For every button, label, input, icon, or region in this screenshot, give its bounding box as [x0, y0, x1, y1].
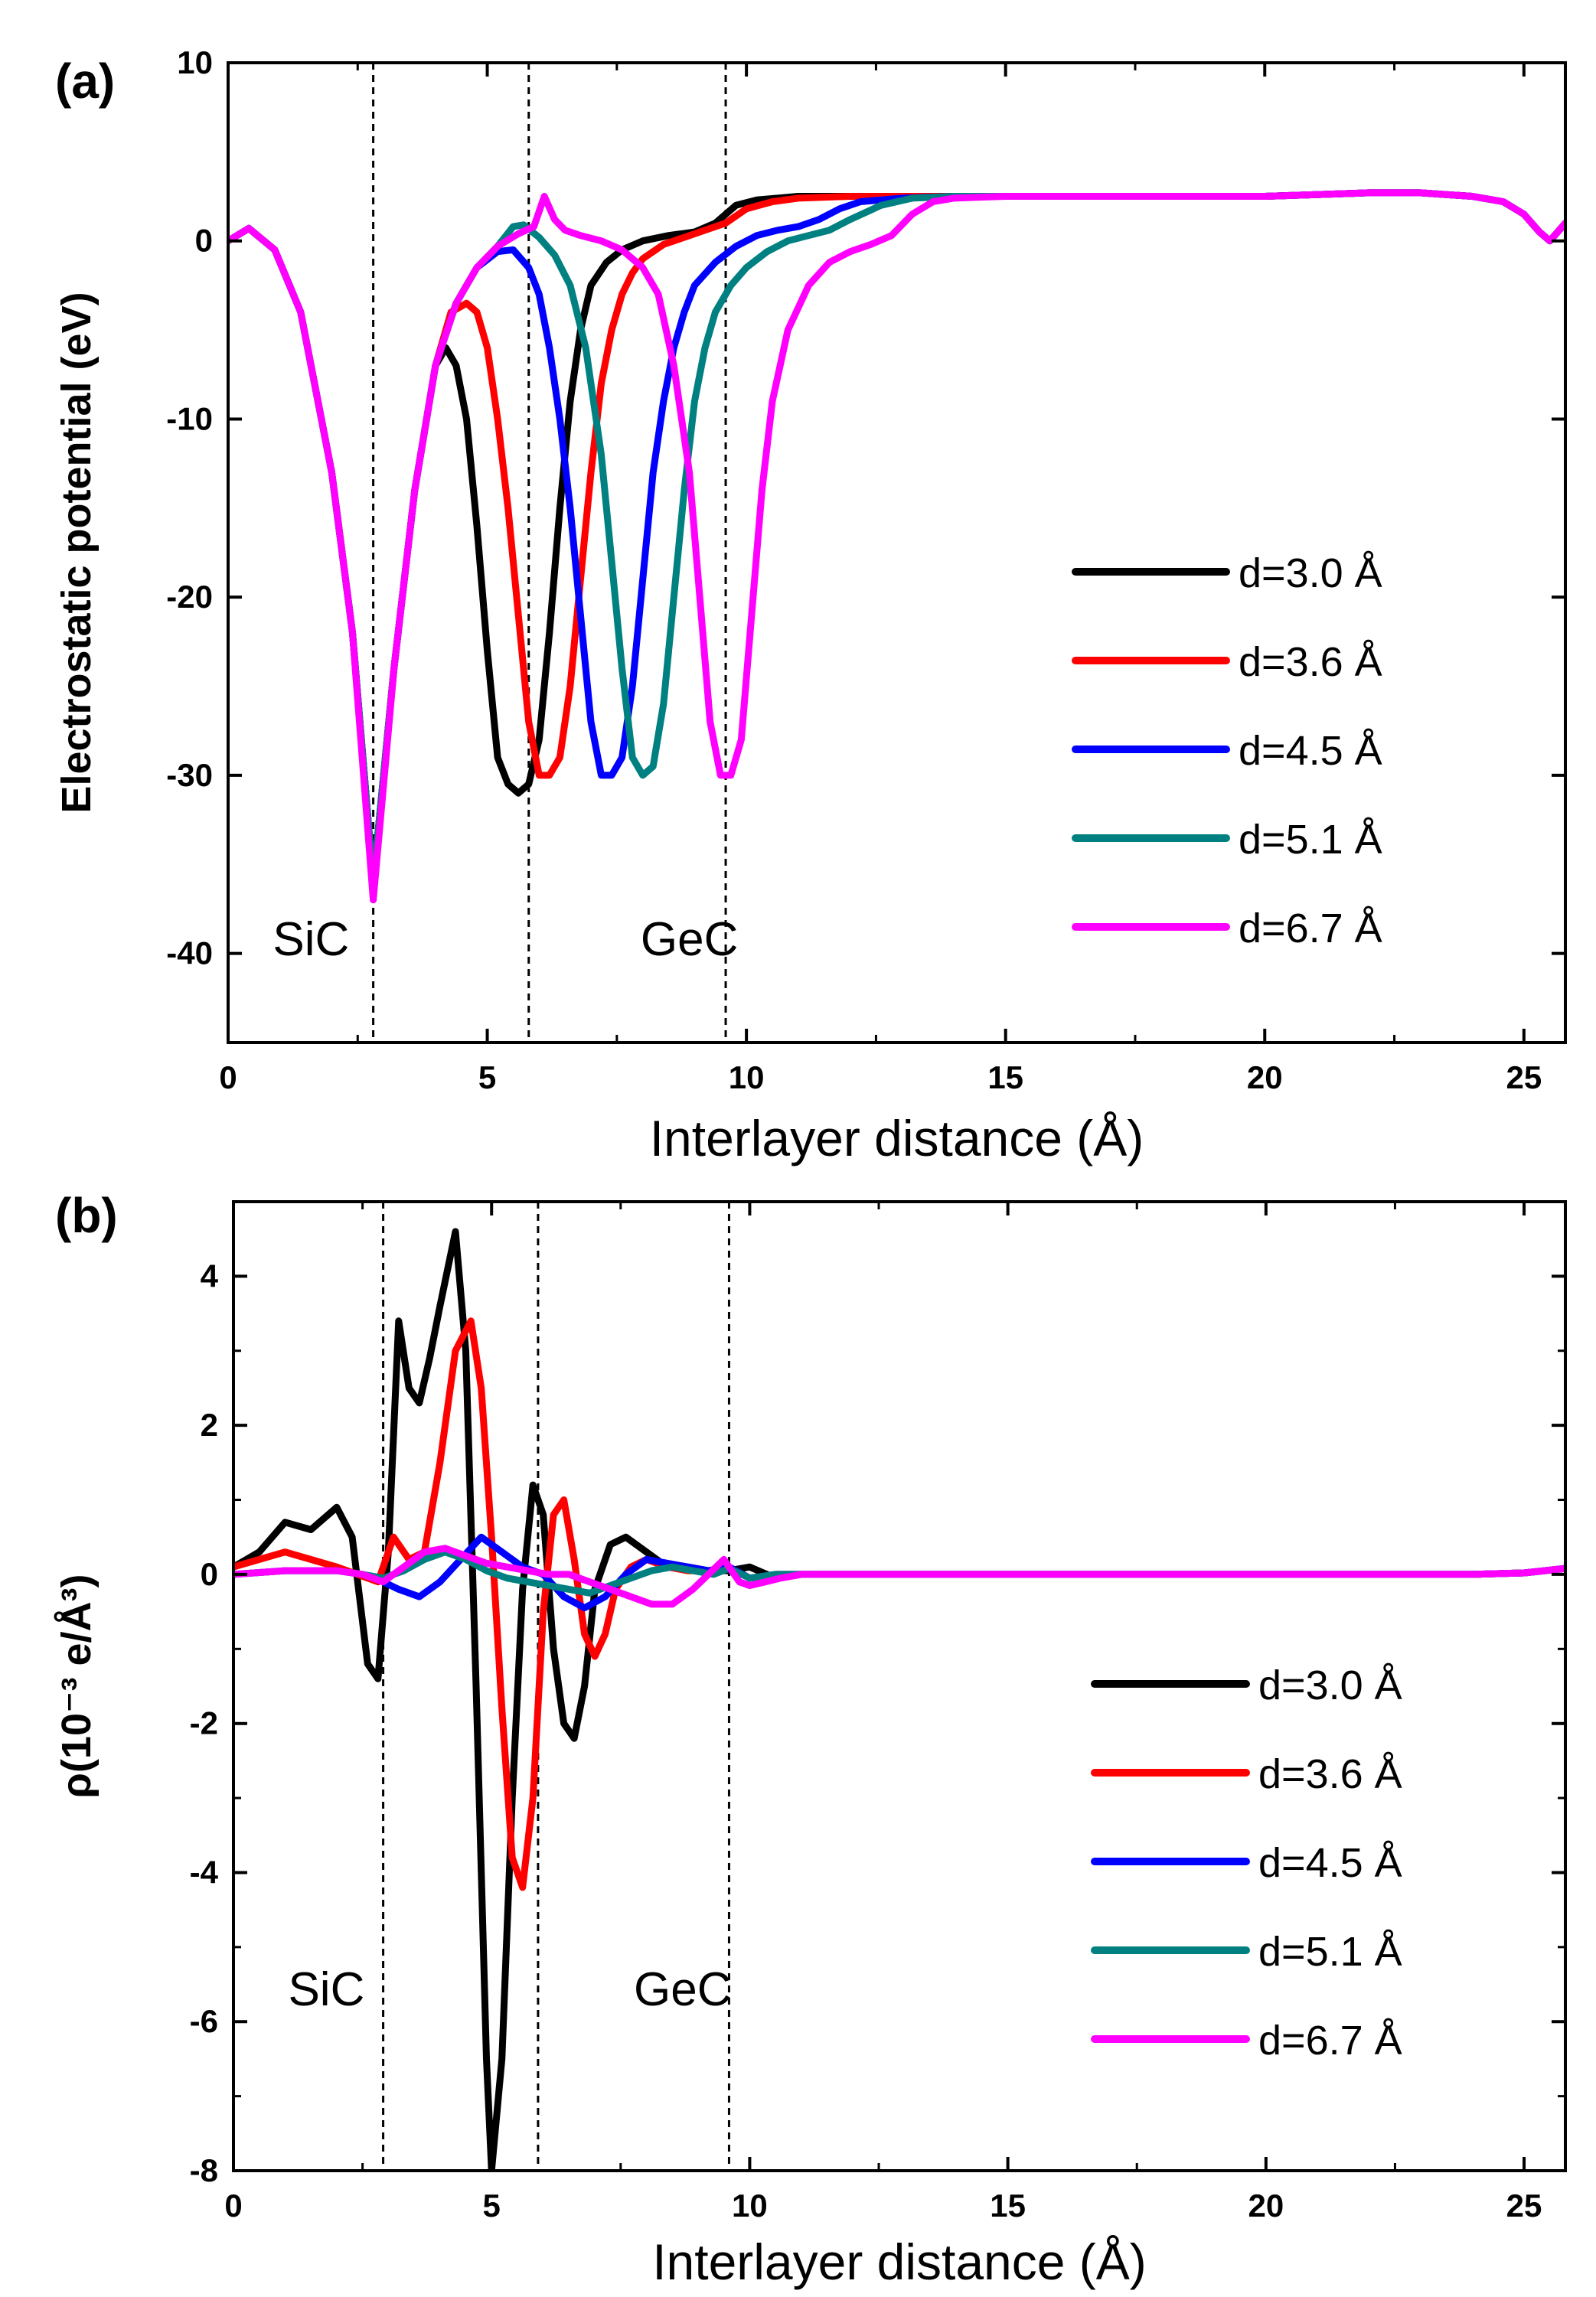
y-tick-label: -40: [166, 935, 213, 971]
series-line-4.5: [228, 189, 1565, 886]
panel-letter: (b): [55, 1188, 118, 1243]
x-tick-label: 25: [1506, 2188, 1542, 2224]
y-tick-label: 0: [195, 223, 213, 259]
y-tick-label: 2: [201, 1407, 218, 1443]
legend-label: d=6.7 Å: [1258, 2018, 1402, 2064]
y-tick-label: -10: [166, 400, 213, 436]
legend-label: d=5.1 Å: [1239, 817, 1382, 863]
region-label-gec: GeC: [641, 913, 738, 966]
x-tick-label: 10: [729, 1059, 765, 1095]
legend-label: d=3.6 Å: [1258, 1751, 1402, 1797]
legend-label: d=3.6 Å: [1239, 639, 1382, 685]
region-label-sic: SiC: [273, 913, 349, 966]
y-tick-label: -2: [190, 1705, 218, 1741]
series-line-3.6: [233, 1317, 1565, 1891]
x-axis-label: Interlayer distance (Å): [650, 1110, 1144, 1166]
y-tick-label: 10: [177, 44, 213, 80]
x-tick-label: 5: [478, 1059, 496, 1095]
y-tick-label: -6: [190, 2003, 218, 2039]
x-tick-label: 15: [987, 1059, 1023, 1095]
y-tick-label: 4: [201, 1258, 219, 1294]
x-tick-label: 0: [219, 1059, 237, 1095]
region-label-gec: GeC: [634, 1963, 731, 2016]
legend-label: d=3.0 Å: [1239, 550, 1382, 596]
y-tick-label: 0: [201, 1556, 218, 1592]
series-line-5.1: [228, 189, 1565, 886]
y-tick-label: -4: [190, 1854, 219, 1890]
region-label-sic: SiC: [288, 1963, 364, 2016]
x-tick-label: 15: [990, 2188, 1026, 2224]
series-group: [228, 189, 1565, 904]
legend-label: d=4.5 Å: [1258, 1840, 1402, 1886]
legend-label: d=5.1 Å: [1258, 1929, 1402, 1975]
series-line-3.6: [228, 189, 1565, 886]
x-tick-label: 10: [732, 2188, 768, 2224]
plot-frame: [232, 1200, 1567, 2172]
plot-frame: [227, 61, 1567, 1044]
y-tick-label: -30: [166, 757, 213, 793]
series-group: [233, 1228, 1565, 2171]
x-tick-label: 0: [224, 2188, 242, 2224]
panel-letter: (a): [55, 54, 115, 109]
series-line-3.0: [228, 189, 1565, 886]
x-tick-label: 20: [1248, 2188, 1284, 2224]
legend-label: d=3.0 Å: [1258, 1662, 1402, 1708]
x-tick-label: 25: [1506, 1059, 1542, 1095]
x-tick-label: 5: [483, 2188, 501, 2224]
y-axis-label: ρ(10⁻³ e/Å³): [54, 1574, 100, 1799]
legend: d=3.0 Å d=3.6 Å d=4.5 Å d=5.1 Å d=6.7 Å: [1091, 1662, 1402, 2064]
legend-label: d=4.5 Å: [1239, 728, 1382, 774]
series-line-6.7: [228, 189, 1565, 904]
x-axis-label: Interlayer distance (Å): [652, 2233, 1147, 2290]
legend: d=3.0 Å d=3.6 Å d=4.5 Å d=5.1 Å d=6.7 Å: [1072, 550, 1382, 951]
legend-label: d=6.7 Å: [1239, 905, 1382, 951]
series-line-6.7: [233, 1545, 1565, 1608]
y-tick-label: -8: [190, 2152, 218, 2188]
y-axis-label: Electrostatic potential (eV): [54, 292, 100, 813]
panel-a: (a) 0 5 10 15 20 25 10 0 -10 -20 -30 -40 Interlayer d…: [54, 44, 1567, 1166]
y-tick-label: -20: [166, 579, 213, 615]
x-tick-label: 20: [1247, 1059, 1283, 1095]
